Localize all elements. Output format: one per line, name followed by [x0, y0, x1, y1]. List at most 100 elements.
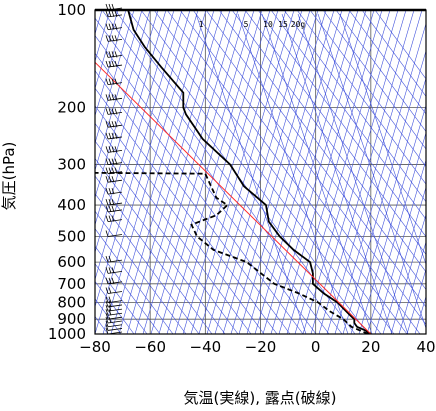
wind-barb-flag — [114, 108, 118, 115]
wind-barb — [105, 23, 123, 31]
mixing-ratio-line — [237, 13, 349, 334]
wind-barb — [105, 108, 123, 115]
wind-barb-flag — [111, 94, 115, 101]
x-tick-label: −60 — [134, 338, 166, 356]
wind-barb-flag — [111, 176, 115, 183]
wind-barb-flag — [105, 35, 109, 42]
isotherm-line — [334, 22, 426, 334]
wind-barb-flag — [108, 158, 112, 165]
wind-barb — [105, 176, 123, 183]
wind-barb-flag — [108, 78, 112, 85]
wind-barb — [105, 287, 123, 294]
wind-barb — [105, 277, 123, 285]
wind-barb-flag — [108, 198, 112, 206]
wind-barb-flag — [108, 300, 112, 308]
isotherm-line — [286, 10, 383, 334]
wind-barb — [105, 158, 123, 165]
wind-barb-flag — [111, 277, 115, 284]
adiabat-line — [348, 10, 426, 115]
wind-barb-shaft — [107, 316, 123, 320]
dewpoint-line — [95, 171, 369, 334]
wind-barb-flag — [111, 215, 115, 222]
isotherm-line — [95, 10, 135, 145]
wind-barb-shaft — [107, 281, 123, 285]
isotherm-line — [302, 10, 399, 334]
wind-barb-flag — [108, 277, 112, 284]
wind-barb-flag — [105, 255, 109, 263]
isotherm-line — [390, 213, 426, 334]
x-tick-label: 40 — [416, 338, 435, 356]
wind-barb-flag — [111, 146, 115, 153]
mixing-ratio-label: 1 — [199, 20, 204, 29]
wind-barb-flag — [105, 167, 109, 174]
adiabat-line — [95, 193, 200, 334]
wind-barb-flag — [105, 287, 109, 294]
wind-barb-shaft — [107, 171, 123, 175]
pressure-gridlines — [95, 9, 426, 335]
wind-barb-shaft — [107, 312, 123, 316]
wind-barb-flag — [108, 215, 112, 222]
mixing-ratio-line — [261, 13, 373, 334]
adiabat-line — [309, 10, 426, 168]
wind-barb-flag — [111, 10, 115, 17]
x-tick-label: −20 — [245, 338, 277, 356]
wind-barb-flag — [105, 121, 109, 128]
wind-barb — [105, 267, 123, 274]
isotherm-line — [326, 10, 423, 334]
isotherm-line — [278, 10, 375, 334]
adiabat-line — [95, 175, 213, 334]
adiabat-line — [95, 70, 291, 334]
wind-barb-flag — [105, 60, 109, 68]
isotherm-line — [95, 10, 119, 90]
x-tick-label: 20 — [361, 338, 380, 356]
wind-barb-flag — [105, 327, 109, 335]
wind-barb — [105, 78, 123, 86]
isotherm-lines — [95, 10, 426, 334]
wind-barb-flag — [105, 230, 109, 237]
wind-barb-shaft — [107, 209, 123, 213]
y-tick-label: 300 — [57, 156, 86, 174]
wind-barb-flag — [114, 132, 118, 140]
adiabat-line — [95, 105, 265, 334]
wind-barb-flag — [114, 35, 118, 42]
wind-barb-flag — [105, 108, 109, 115]
isotherm-line — [366, 131, 426, 334]
wind-barb-shaft — [107, 97, 123, 101]
mixing-ratio-line — [195, 13, 307, 334]
adiabat-line — [153, 10, 395, 334]
isotherm-line — [95, 10, 143, 172]
wind-barb-flag — [111, 205, 115, 213]
wind-barb-flag — [111, 267, 115, 274]
wind-barb-flag — [105, 267, 109, 274]
mixing-ratio-line — [297, 13, 409, 334]
wind-barb-flag — [105, 51, 109, 58]
wind-barb — [105, 146, 123, 153]
wind-barb-flag — [105, 10, 109, 17]
mixing-ratio-line — [339, 13, 426, 266]
adiabat-line — [140, 10, 382, 334]
wind-barb-flag — [108, 146, 112, 153]
wind-barb-flag — [114, 158, 118, 165]
wind-barb-shaft — [107, 304, 123, 308]
wind-barb-flag — [108, 287, 112, 294]
y-tick-label: 100 — [57, 1, 86, 19]
wind-barb-flag — [114, 10, 118, 17]
wind-barb-flag — [111, 121, 115, 128]
adiabat-line — [283, 10, 426, 203]
x-tick-label: −40 — [190, 338, 222, 356]
wind-barb — [105, 230, 123, 237]
wind-barb-flag — [111, 23, 115, 30]
mixing-ratio-label: 15 — [278, 20, 288, 29]
isotherm-line — [182, 10, 279, 334]
wind-barb — [105, 121, 123, 128]
wind-barb-flag — [114, 23, 118, 30]
wind-barb-flag — [108, 176, 112, 183]
y-tick-label: 900 — [57, 310, 86, 328]
y-tick-label: 700 — [57, 275, 86, 293]
wind-barb — [105, 167, 123, 175]
wind-barb — [105, 324, 123, 331]
wind-barb-flag — [111, 187, 115, 195]
isotherm-line — [214, 10, 311, 334]
wind-barb — [105, 10, 123, 18]
wind-barb-shaft — [107, 124, 123, 128]
